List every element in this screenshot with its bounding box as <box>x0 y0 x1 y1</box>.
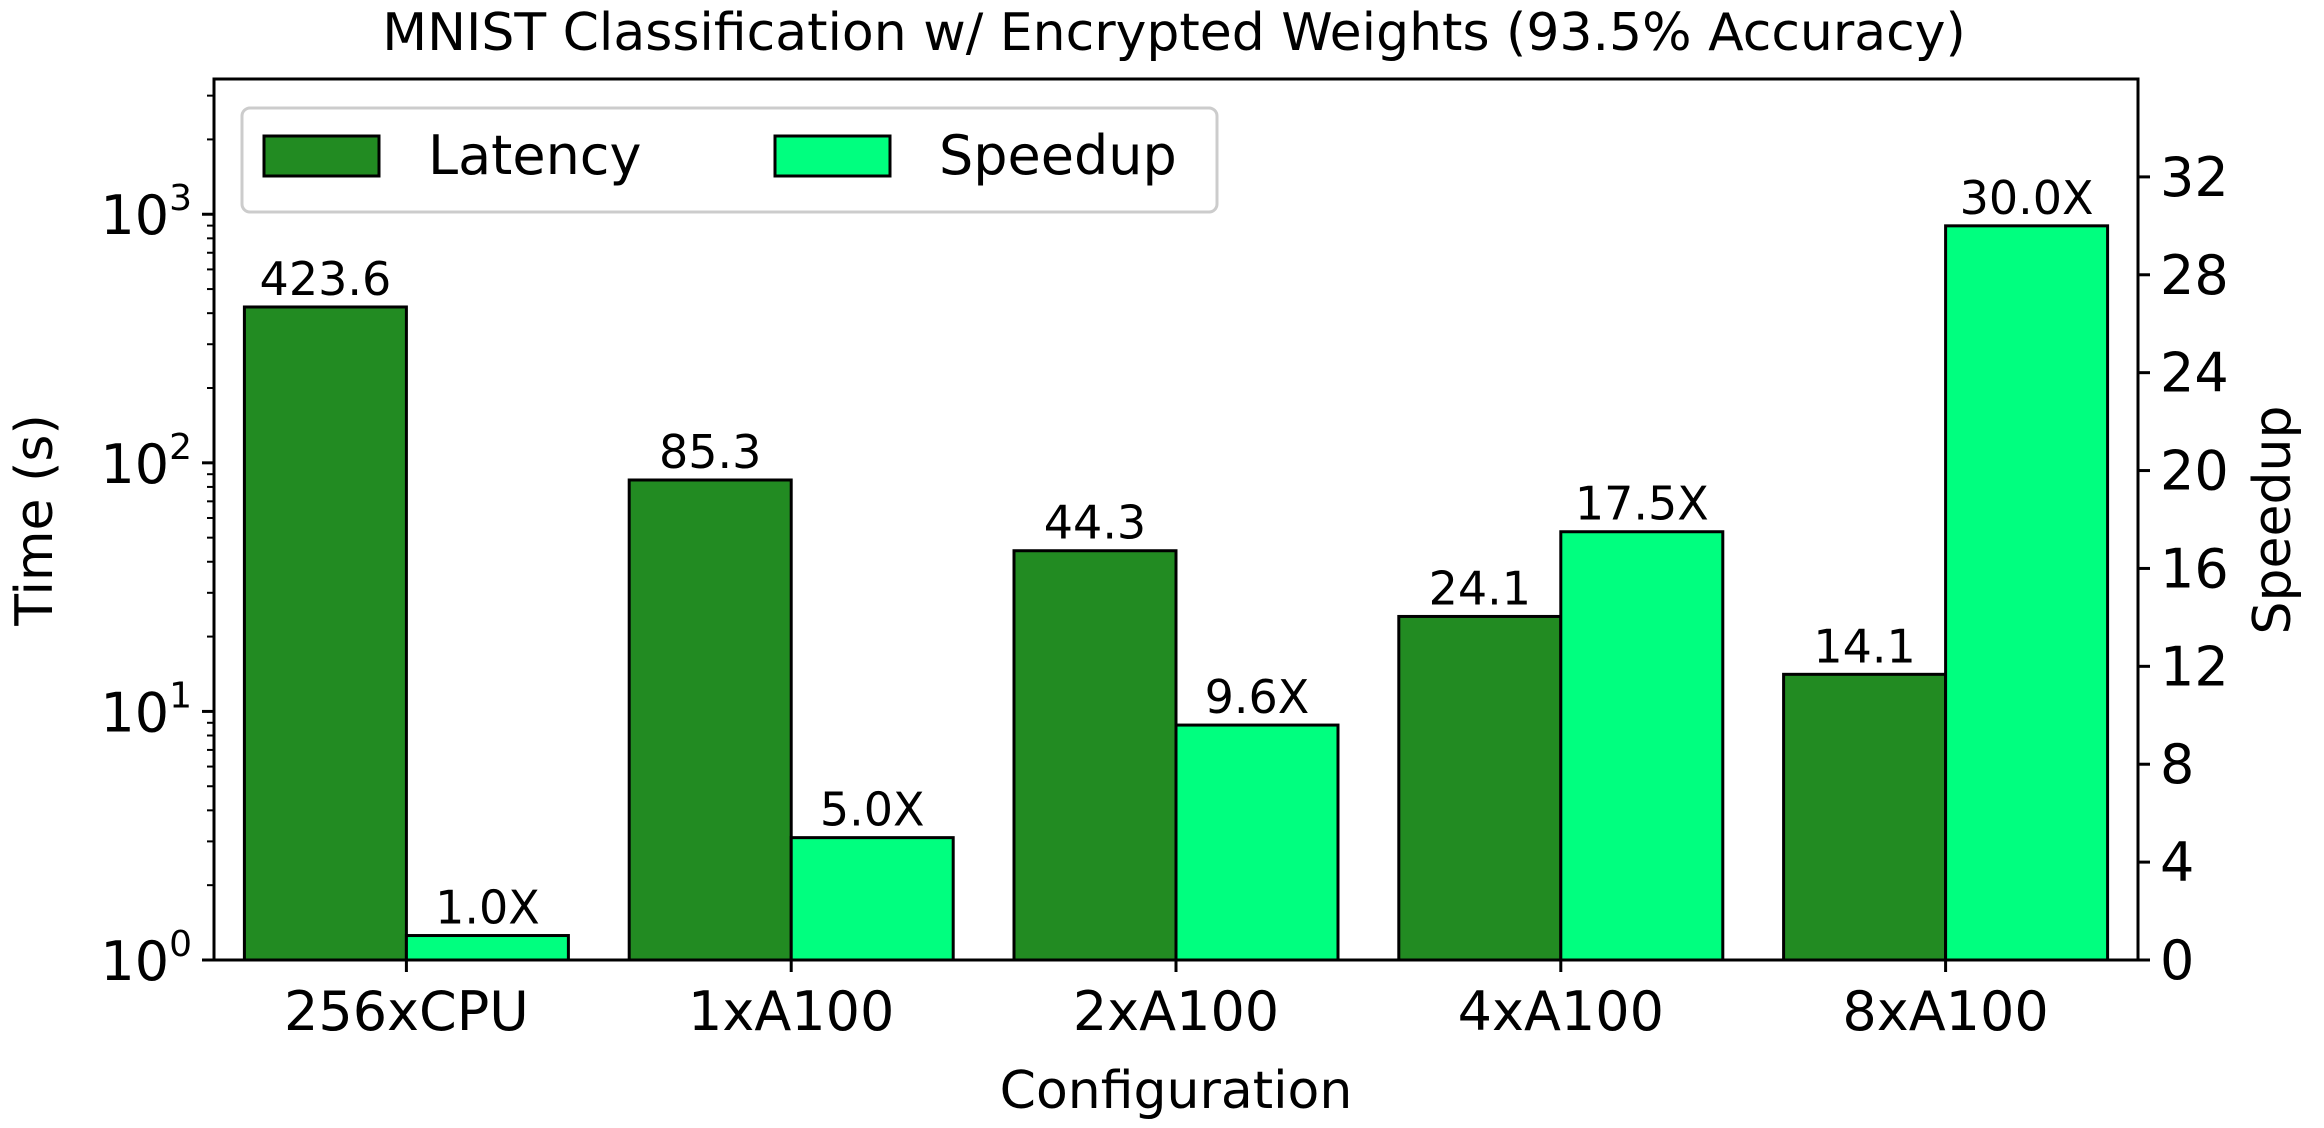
latency-bar <box>627 478 793 962</box>
x-axis-tick-label: 256xCPU <box>284 980 529 1043</box>
legend-swatch-latency <box>262 134 381 178</box>
legend-label-latency: Latency <box>428 124 641 187</box>
speedup-bar <box>1944 224 2110 962</box>
left-axis-tick-label: 100 <box>100 924 192 993</box>
speedup-value-label: 1.0X <box>435 881 540 935</box>
latency-value-label: 24.1 <box>1429 561 1531 615</box>
right-axis: 0 4 8 12 16 20 24 28 32 <box>2138 146 2229 992</box>
y-axis-left-label: Time (s) <box>5 414 65 626</box>
legend: Latency Speedup <box>240 106 1219 214</box>
speedup-value-label: 5.0X <box>820 783 925 837</box>
right-axis-tick-label: 12 <box>2160 635 2229 698</box>
latency-bar <box>1782 672 1948 962</box>
legend-label-speedup: Speedup <box>939 124 1177 187</box>
speedup-value-label: 9.6X <box>1205 670 1310 724</box>
x-axis: 256xCPU 1xA100 2xA100 4xA100 8xA100 <box>284 960 2049 1043</box>
speedup-value-label: 17.5X <box>1575 477 1709 531</box>
speedup-bar <box>1174 723 1340 962</box>
left-axis-tick-label: 102 <box>100 427 192 496</box>
legend-swatch-speedup <box>773 134 892 178</box>
latency-bar <box>1397 614 1563 962</box>
chart-title: MNIST Classification w/ Encrypted Weight… <box>382 3 1966 63</box>
x-axis-label: Configuration <box>1000 1061 1353 1121</box>
right-axis-tick-label: 20 <box>2160 440 2229 503</box>
latency-bar <box>1012 549 1178 962</box>
latency-value-label: 85.3 <box>659 425 761 479</box>
latency-value-label: 44.3 <box>1044 496 1146 550</box>
speedup-bar <box>789 836 955 962</box>
x-axis-tick-label: 1xA100 <box>688 980 894 1043</box>
right-axis-tick-label: 28 <box>2160 244 2229 307</box>
speedup-value-label: 30.0X <box>1960 171 2094 225</box>
latency-bar <box>242 305 408 962</box>
x-axis-tick-label: 8xA100 <box>1842 980 2048 1043</box>
left-axis-tick-label: 103 <box>100 178 192 247</box>
right-axis-tick-label: 4 <box>2160 831 2194 894</box>
bars-layer <box>242 224 2110 962</box>
left-axis-tick-label: 101 <box>100 675 192 744</box>
latency-value-label: 423.6 <box>260 252 392 306</box>
right-axis-tick-label: 8 <box>2160 733 2194 796</box>
x-axis-tick-label: 2xA100 <box>1073 980 1279 1043</box>
right-axis-tick-label: 24 <box>2160 342 2229 405</box>
latency-value-label: 14.1 <box>1813 619 1915 673</box>
right-axis-tick-label: 16 <box>2160 537 2229 600</box>
y-axis-right-label: Speedup <box>2243 406 2303 635</box>
right-axis-tick-label: 32 <box>2160 146 2229 209</box>
value-labels-layer: 423.6 85.3 44.3 24.1 14.1 1.0X 5.0X 9.6X 17.5X 30… <box>260 171 2094 935</box>
right-axis-tick-label: 0 <box>2160 929 2194 992</box>
x-axis-tick-label: 4xA100 <box>1458 980 1664 1043</box>
speedup-bar <box>1559 530 1725 962</box>
speedup-bar <box>404 934 570 962</box>
legend-frame <box>240 106 1219 214</box>
left-axis: 100 101 102 103 <box>100 94 214 993</box>
